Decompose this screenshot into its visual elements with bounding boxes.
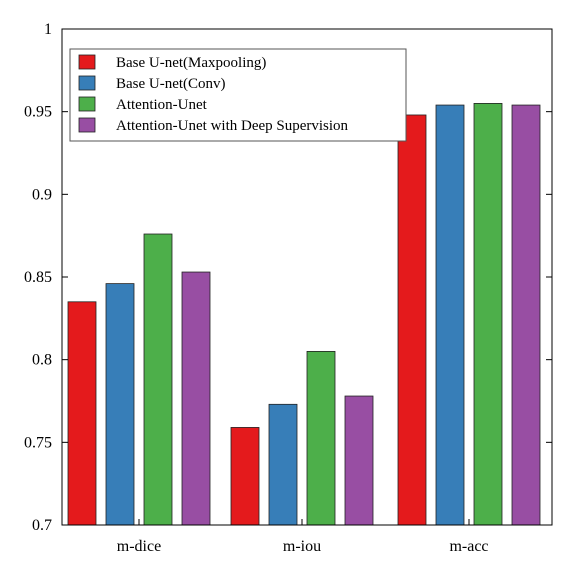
legend-box — [69, 48, 407, 142]
bar-m-dice-3 — [143, 233, 173, 526]
legend-swatch — [78, 96, 96, 112]
bar-m-acc-2 — [435, 104, 465, 526]
bar-m-acc-3 — [473, 103, 503, 526]
y-tick-label: 0.7 — [32, 517, 52, 534]
bar-m-dice-4 — [181, 271, 211, 526]
bar-m-dice-1 — [67, 301, 97, 526]
y-tick-label: 0.75 — [24, 434, 52, 451]
y-tick-label: 0.85 — [24, 269, 52, 286]
bar-m-iou-3 — [306, 350, 336, 526]
y-tick-label: 1 — [44, 21, 52, 38]
x-category-label: m-dice — [117, 538, 161, 555]
bar-m-acc-4 — [511, 104, 541, 526]
y-tick-label: 0.95 — [24, 104, 52, 121]
y-tick-label: 0.9 — [32, 186, 52, 203]
bar-m-acc-1 — [397, 114, 427, 526]
legend-swatch — [78, 75, 96, 91]
legend: Base U-net(Maxpooling) Base U-net(Conv) At… — [69, 48, 407, 142]
bars-layer — [67, 103, 541, 526]
y-tick-label: 0.8 — [32, 352, 52, 369]
legend-label: Base U-net(Maxpooling) — [116, 55, 266, 71]
legend-swatch — [78, 117, 96, 133]
axis-layer: 0.7 0.75 0.8 0.85 0.9 0.95 1 m-dice m-iou m-acc — [24, 21, 552, 555]
legend-label: Base U-net(Conv) — [116, 76, 226, 92]
legend-label: Attention-Unet — [116, 97, 208, 113]
legend-swatch — [78, 54, 96, 70]
bar-m-iou-4 — [344, 395, 374, 526]
bar-m-dice-2 — [105, 283, 135, 526]
x-category-label: m-acc — [449, 538, 488, 555]
bar-m-iou-1 — [230, 427, 260, 526]
bar-m-iou-2 — [268, 403, 298, 526]
legend-label: Attention-Unet with Deep Supervision — [116, 118, 349, 134]
x-category-label: m-iou — [283, 538, 321, 555]
